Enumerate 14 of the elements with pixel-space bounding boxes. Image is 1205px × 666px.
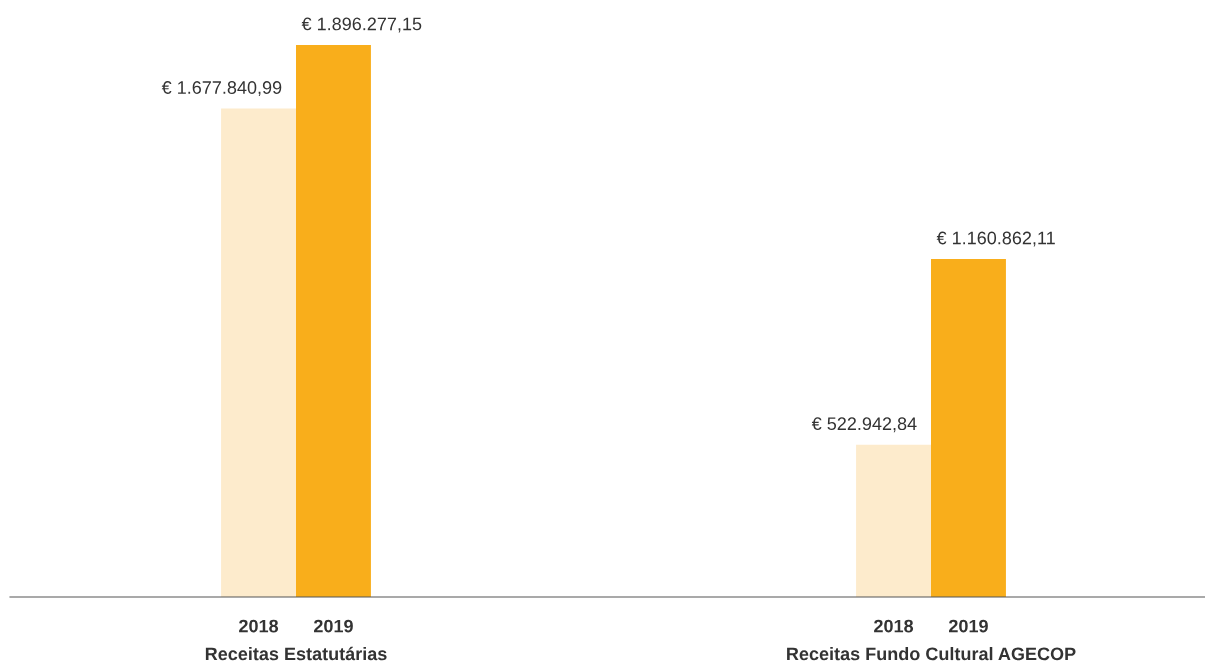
x-tick-label: Receitas Estatutárias [205, 646, 387, 661]
bar [931, 259, 1006, 597]
series-label: 2018 [239, 619, 279, 633]
x-tick-label: Receitas Fundo Cultural AGECOP [787, 647, 1076, 661]
text: 2018 [874, 619, 914, 633]
bar [856, 444, 931, 597]
series-label: 2019 [314, 619, 353, 633]
data-label: € 1.677.840,99 [161, 81, 282, 97]
data-label: € 1.896.277,15 [301, 17, 422, 33]
data-label: € 522.942,84 [811, 417, 917, 433]
text: 2019 [949, 619, 988, 633]
bar [296, 45, 371, 597]
bar [221, 108, 296, 597]
data-label: € 1.160.862,11 [936, 231, 1055, 247]
